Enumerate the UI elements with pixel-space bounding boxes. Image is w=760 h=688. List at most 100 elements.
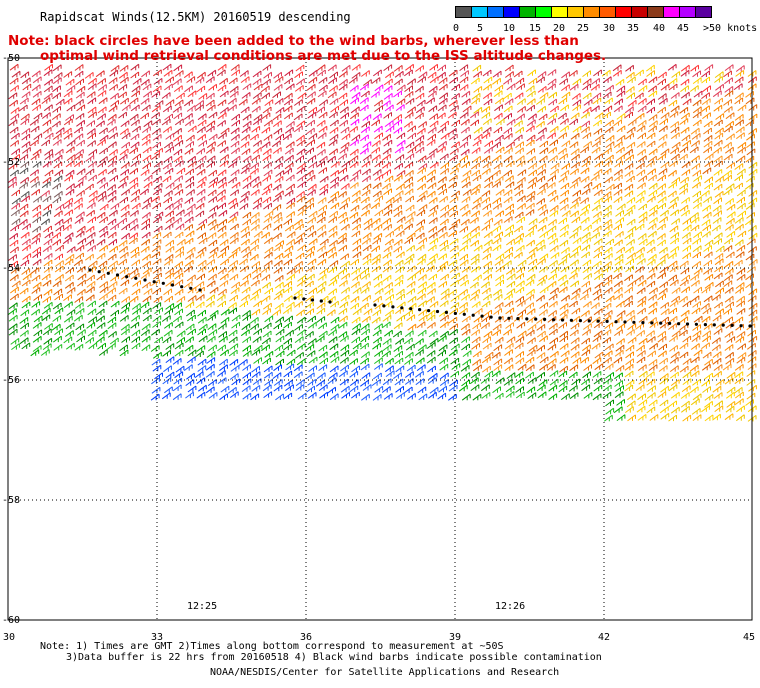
- wind-barb: [417, 76, 426, 83]
- wind-barb: [647, 223, 657, 230]
- wind-barb: [196, 181, 206, 189]
- wind-barb: [405, 153, 415, 160]
- wind-barb: [603, 279, 613, 287]
- wind-barb: [723, 153, 733, 161]
- wind-barb: [383, 139, 393, 147]
- legend-label: 20: [553, 23, 566, 34]
- wind-barb: [21, 238, 31, 246]
- wind-barb: [592, 97, 602, 105]
- wind-barb: [128, 237, 138, 245]
- wind-barb: [109, 260, 118, 268]
- wind-barb: [165, 279, 175, 287]
- wind-barb: [383, 78, 393, 86]
- wind-barb: [339, 203, 348, 210]
- wind-barb: [428, 330, 438, 338]
- wind-barb: [140, 112, 149, 120]
- wind-barb: [503, 127, 512, 134]
- wind-barb: [440, 168, 449, 175]
- wind-barb: [261, 188, 271, 196]
- wind-barb: [66, 309, 76, 316]
- wind-barb: [635, 384, 645, 391]
- wind-barb: [539, 363, 548, 371]
- wind-barb: [66, 85, 76, 92]
- wind-barb: [154, 336, 163, 344]
- wind-barb: [725, 112, 735, 120]
- wind-barb: [219, 90, 229, 98]
- wind-barb: [63, 294, 72, 301]
- wind-barb: [174, 139, 184, 147]
- wind-barb: [748, 168, 758, 176]
- wind-barb: [702, 335, 711, 343]
- wind-barb: [494, 97, 504, 105]
- wind-barb: [315, 379, 325, 387]
- wind-barb: [307, 111, 317, 119]
- wind-barb: [548, 273, 557, 281]
- wind-barb: [54, 218, 64, 226]
- wind-barb: [418, 121, 427, 128]
- wind-barb: [337, 237, 347, 245]
- wind-barb: [736, 331, 746, 338]
- wind-barb: [338, 78, 348, 86]
- wind-barb: [99, 203, 109, 211]
- wind-barb: [714, 190, 724, 198]
- wind-barb: [692, 301, 701, 308]
- wind-barb: [506, 273, 516, 281]
- wind-barb: [582, 92, 592, 100]
- wind-barb: [416, 293, 426, 301]
- wind-barb: [593, 321, 603, 329]
- wind-barb: [636, 125, 646, 133]
- wind-barb: [703, 140, 713, 148]
- wind-barb: [382, 378, 392, 386]
- wind-barb: [536, 279, 546, 286]
- wind-barb: [405, 98, 415, 105]
- lon-label: 33: [151, 632, 163, 643]
- wind-barb: [569, 118, 578, 126]
- wind-barb: [241, 385, 251, 392]
- wind-barb: [670, 147, 679, 155]
- wind-barb: [516, 160, 526, 168]
- wind-barb: [682, 217, 691, 225]
- wind-barb: [141, 231, 151, 239]
- wind-barb: [374, 385, 384, 393]
- wind-barb: [186, 76, 196, 83]
- wind-barb: [196, 147, 205, 155]
- wind-barb: [679, 351, 689, 359]
- wind-barb: [51, 323, 61, 331]
- wind-barb: [161, 315, 171, 322]
- wind-barb: [109, 175, 118, 182]
- wind-barb: [671, 330, 681, 337]
- wind-barb: [648, 114, 658, 121]
- wind-barb: [349, 155, 359, 162]
- wind-barb: [107, 287, 116, 295]
- wind-barb: [304, 331, 314, 338]
- wind-barb: [63, 97, 73, 105]
- wind-barb: [580, 310, 590, 317]
- wind-barb: [493, 218, 503, 226]
- wind-barb: [55, 244, 64, 252]
- wind-barb: [108, 77, 118, 84]
- wind-barb: [283, 392, 293, 400]
- wind-barb: [714, 405, 724, 412]
- wind-barb: [372, 336, 382, 344]
- wind-barb: [206, 155, 216, 163]
- wind-barb: [726, 162, 735, 169]
- wind-barb: [713, 370, 722, 378]
- wind-barb: [361, 70, 370, 77]
- wind-barb: [19, 210, 29, 218]
- wind-barb: [681, 161, 691, 169]
- wind-barb: [360, 273, 370, 280]
- wind-barb: [636, 141, 646, 148]
- wind-barb: [242, 336, 251, 343]
- wind-barb: [693, 315, 703, 323]
- wind-barb: [307, 321, 317, 329]
- wind-barb: [537, 224, 547, 232]
- wind-barb: [481, 132, 491, 140]
- wind-barb: [63, 202, 73, 210]
- wind-barb: [569, 83, 579, 91]
- wind-barb: [493, 294, 503, 301]
- wind-barb: [250, 162, 259, 170]
- wind-barb: [636, 190, 646, 197]
- quality-flag-dot: [115, 273, 120, 277]
- wind-barb: [230, 189, 239, 196]
- wind-barb: [107, 160, 117, 168]
